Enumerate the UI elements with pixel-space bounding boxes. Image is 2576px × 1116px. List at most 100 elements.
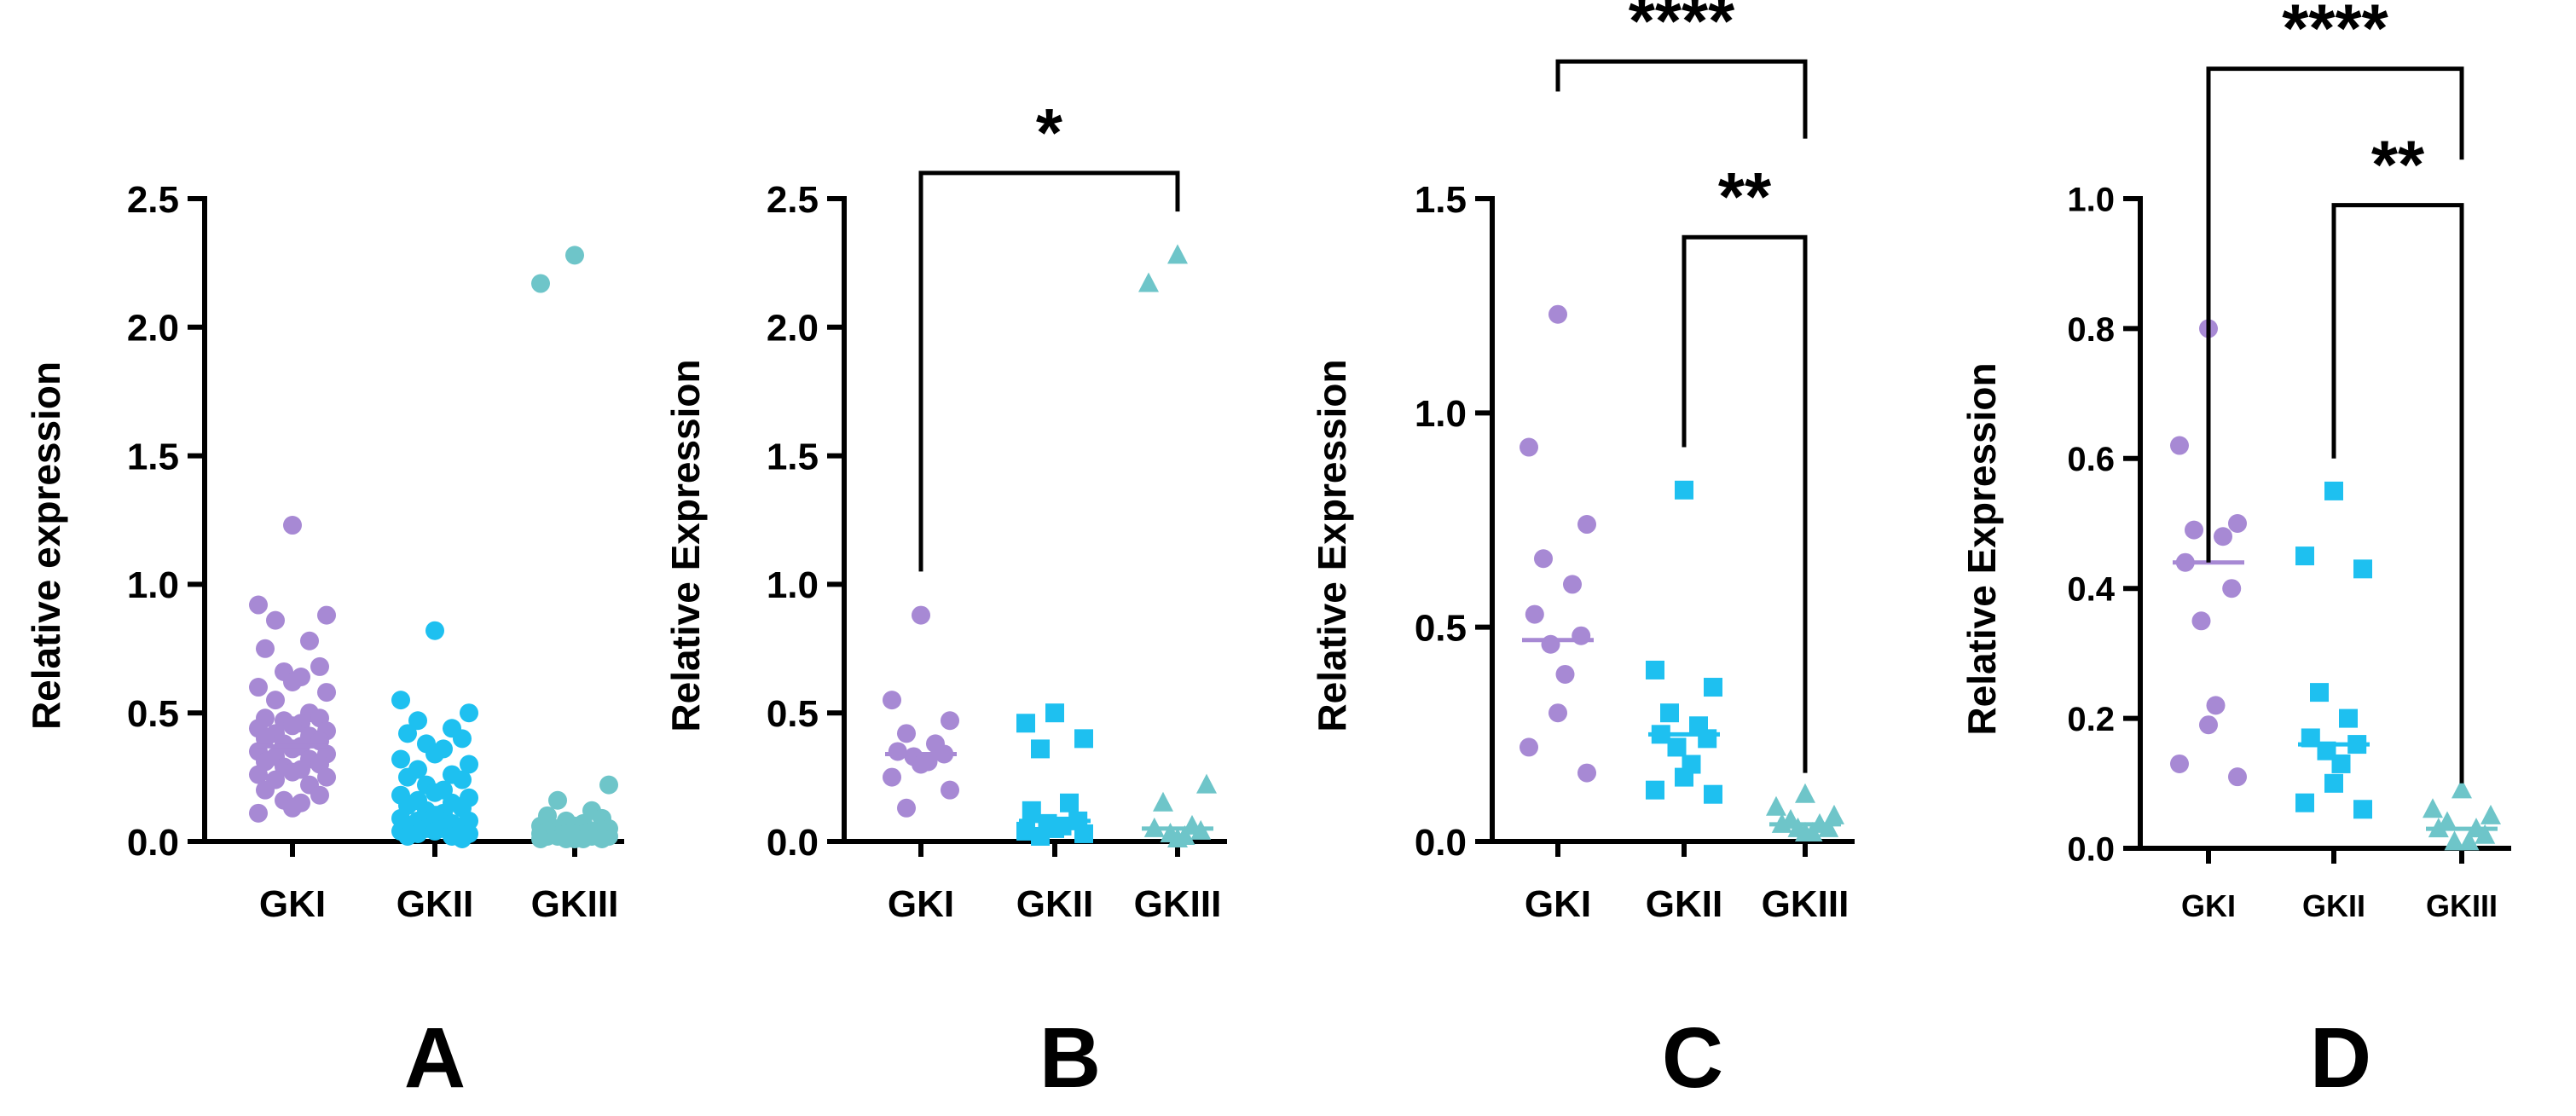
data-point-gkii bbox=[391, 691, 410, 710]
data-point-gki bbox=[941, 780, 959, 800]
data-point-gkii bbox=[1660, 703, 1679, 723]
y-tick-label: 1.0 bbox=[127, 564, 179, 606]
data-point-gki bbox=[897, 798, 916, 818]
y-axis-label: Relative expression bbox=[24, 361, 68, 730]
x-tick-label: GKI bbox=[2181, 888, 2236, 923]
data-point-gkii bbox=[2324, 773, 2343, 793]
data-point-gkii bbox=[1016, 714, 1035, 733]
data-point-gkii bbox=[1675, 480, 1693, 500]
data-point-gki bbox=[310, 785, 329, 805]
data-point-gkii bbox=[2310, 683, 2329, 703]
y-tick-label: 0.4 bbox=[2067, 571, 2115, 609]
panel-d: 0.0 0.2 0.4 0.6 0.8 1.0 GKI GKII GKIII Relative E… bbox=[1959, 0, 2511, 1106]
y-tick-label: 0.6 bbox=[2067, 441, 2115, 478]
data-point-gkii bbox=[2353, 559, 2372, 579]
data-point-gki bbox=[1572, 626, 1591, 645]
data-point-gkii bbox=[425, 744, 444, 764]
data-point-gkiii bbox=[565, 829, 584, 848]
data-point-gkii bbox=[1074, 824, 1093, 843]
data-point-gkii bbox=[1698, 729, 1717, 749]
data-point-gki bbox=[249, 803, 268, 823]
significance-label: ** bbox=[2371, 127, 2425, 203]
significance-bracket bbox=[918, 171, 1180, 572]
x-tick-label: GKIII bbox=[1134, 883, 1222, 925]
data-point-gki bbox=[1555, 664, 1575, 684]
data-point-gkiii bbox=[2458, 830, 2480, 851]
data-point-gki bbox=[256, 639, 275, 658]
y-tick-label: 1.0 bbox=[2067, 181, 2115, 218]
data-point-gkii bbox=[453, 729, 472, 749]
data-point-gki bbox=[283, 762, 302, 782]
data-point-gkii bbox=[460, 703, 478, 723]
data-point-gkii bbox=[1022, 801, 1041, 820]
y-axis-label: Relative Expression bbox=[1959, 362, 2004, 735]
y-tick-label: 0.0 bbox=[767, 822, 819, 864]
y-axis-label: Relative Expression bbox=[1310, 359, 1354, 731]
data-point-gkii bbox=[460, 755, 478, 774]
panel-label: C bbox=[1662, 1010, 1723, 1106]
data-point-gkii bbox=[398, 826, 417, 846]
data-point-gkiii bbox=[593, 829, 611, 848]
data-point-gkii bbox=[1045, 703, 1064, 723]
data-point-gkiii bbox=[1795, 783, 1815, 803]
data-point-gki bbox=[888, 742, 907, 761]
data-point-gkiii bbox=[1818, 817, 1839, 837]
data-point-gki bbox=[2191, 611, 2211, 631]
data-point-gkiii bbox=[1795, 821, 1815, 841]
data-point-gki bbox=[317, 767, 336, 787]
data-point-gki bbox=[1525, 604, 1544, 624]
data-point-gki bbox=[1577, 763, 1596, 783]
significance-bracket bbox=[2331, 203, 2464, 784]
data-point-gki bbox=[2199, 715, 2218, 735]
y-tick-label: 0.2 bbox=[2067, 701, 2115, 738]
significance-label: * bbox=[1036, 95, 1063, 171]
data-point-gkii bbox=[2295, 793, 2314, 812]
data-point-gki bbox=[249, 595, 268, 615]
y-tick-label: 0.0 bbox=[2067, 830, 2115, 868]
data-point-gkiii bbox=[1766, 795, 1786, 816]
data-point-gkii bbox=[408, 711, 427, 731]
data-point-gkii bbox=[391, 749, 410, 769]
data-point-gki bbox=[912, 755, 930, 774]
data-point-gkiii bbox=[2444, 830, 2465, 851]
panel-c: 0.0 0.5 1.0 1.5 GKI GKII GKIII Relative Express… bbox=[1310, 0, 1855, 1106]
data-point-gkii bbox=[2353, 800, 2372, 819]
panel-a: 0.0 0.5 1.0 1.5 2.0 2.5 GKI GKII GKIII Relative e… bbox=[24, 179, 624, 1106]
data-point-gki bbox=[2228, 767, 2247, 787]
y-tick-label: 1.5 bbox=[127, 436, 179, 477]
y-tick-label: 2.0 bbox=[767, 308, 819, 350]
data-point-gkiii bbox=[1167, 827, 1188, 847]
y-tick-label: 0.0 bbox=[1415, 822, 1467, 864]
data-point-gkii bbox=[2324, 481, 2343, 500]
data-point-gkiii bbox=[548, 790, 567, 810]
data-point-gki bbox=[249, 765, 268, 784]
significance-label: **** bbox=[2282, 0, 2388, 66]
data-point-gkiii bbox=[1138, 272, 1159, 292]
data-point-gkii bbox=[1646, 780, 1664, 800]
y-tick-label: 0.5 bbox=[127, 693, 179, 735]
data-point-gki bbox=[941, 711, 959, 731]
y-tick-label: 2.5 bbox=[767, 179, 819, 221]
x-tick-label: GKIII bbox=[1762, 883, 1850, 925]
data-point-gki bbox=[1541, 634, 1560, 654]
data-point-gki bbox=[310, 656, 329, 676]
data-point-gkii bbox=[398, 767, 417, 787]
y-tick-label: 1.0 bbox=[767, 564, 819, 606]
x-tick-label: GKII bbox=[2302, 888, 2365, 923]
data-point-gki bbox=[2214, 527, 2232, 546]
data-point-gki bbox=[283, 798, 302, 818]
data-point-gkii bbox=[1045, 818, 1064, 838]
data-point-gki bbox=[283, 739, 302, 759]
data-point-gkii bbox=[1031, 739, 1050, 759]
data-point-gkiii bbox=[1167, 244, 1188, 264]
data-point-gki bbox=[283, 716, 302, 736]
data-point-gki bbox=[1520, 437, 1538, 457]
x-tick-label: GKII bbox=[1016, 883, 1093, 925]
data-point-gkii bbox=[398, 724, 417, 743]
x-tick-label: GKII bbox=[1646, 883, 1722, 925]
y-tick-label: 1.5 bbox=[767, 436, 819, 477]
significance-label: **** bbox=[1629, 0, 1735, 59]
data-point-gki bbox=[317, 605, 336, 625]
y-tick-label: 0.5 bbox=[1415, 608, 1467, 650]
